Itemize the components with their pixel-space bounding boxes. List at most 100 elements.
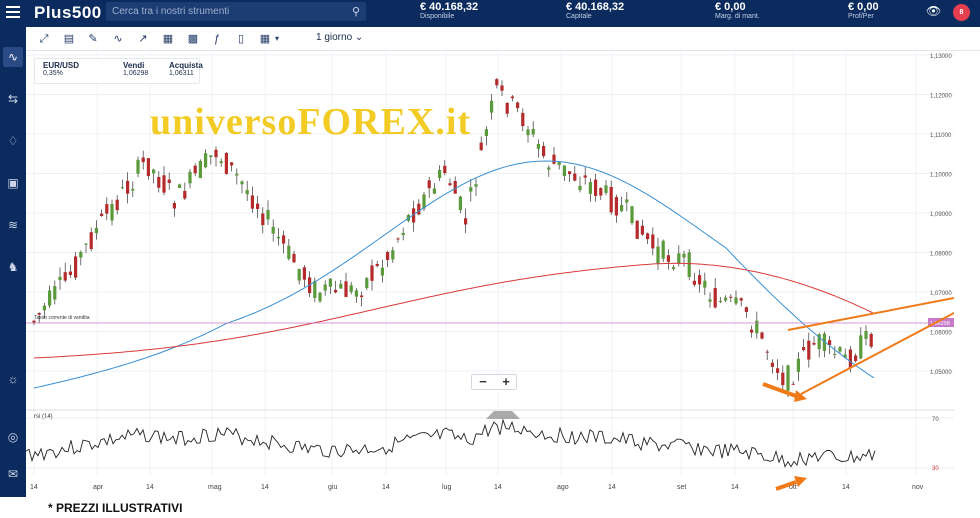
candle-body [848,349,852,369]
arrow-head [794,476,807,487]
candle-body [760,332,764,339]
zoom-out-button[interactable]: − [479,374,487,389]
chat-icon[interactable]: ✉ [7,467,19,481]
stat-label: Prof/Per [848,13,874,20]
fullscreen-icon[interactable]: ⤢ [39,33,49,45]
price-tick: 1,09000 [930,212,952,218]
candle-body [807,340,811,360]
candle-body [583,175,587,178]
rsi-overbought-fill [486,411,520,419]
price-tick: 1,06000 [930,331,952,337]
candle-body [422,194,426,209]
current-rate-tag [928,318,954,327]
x-tick: mag [208,484,222,491]
tag-nav-icon[interactable]: ♢ [7,134,19,148]
arrow-head [794,390,807,402]
candle-body [89,232,93,249]
candle-body [235,173,239,176]
candle-body [401,232,405,236]
grid-icon[interactable]: ▩ [187,33,199,45]
x-tick: ott [789,484,797,491]
candle-body [630,206,634,224]
candle-body [562,165,566,177]
candle-body [360,295,364,298]
candle-body [266,209,270,220]
candle-body [370,265,374,281]
notifications-badge[interactable]: 8 [953,4,970,21]
draw-icon[interactable]: ✎ [88,33,98,45]
candle-body [531,128,535,135]
candles-icon[interactable]: ▯ [237,33,245,45]
rsi-level-70: 70 [932,417,939,423]
candle-body [214,149,218,158]
search-input[interactable] [112,4,342,19]
candle-body [349,285,353,292]
period-selector[interactable]: 1 giorno ⌄ [316,32,363,43]
x-tick: lug [442,484,451,491]
candle-body [854,355,858,362]
candle-body [365,277,369,289]
stat-label: Marg. di mant. [715,13,760,20]
search-box[interactable]: ⚲ [106,2,366,21]
menu-icon[interactable] [6,6,20,20]
candle-body [188,171,192,184]
search-icon[interactable]: ⚲ [351,6,360,18]
candle-body [292,253,296,263]
candle-body [53,286,57,300]
candle-body [136,159,140,174]
candle-body [666,255,670,262]
price-tick: 1,11000 [930,133,952,139]
trend-nav-icon[interactable]: ≋ [7,218,19,232]
candle-body [469,187,473,192]
bank-nav-icon[interactable]: ♞ [7,260,19,274]
help-icon[interactable]: ◎ [7,430,19,444]
candle-body [152,169,156,174]
candle-body [791,383,795,385]
x-tick: 14 [146,484,154,491]
x-tick: 14 [30,484,38,491]
fx-icon[interactable]: ƒ [213,33,221,45]
candle-body [198,161,202,179]
candle-body [42,305,46,311]
trend-icon[interactable]: ↗ [138,33,148,45]
candle-body [256,203,260,209]
candle-body [609,186,613,213]
candle-body [677,253,681,264]
candle-body [204,153,208,168]
candle-body [120,187,124,189]
hide-eye-icon[interactable]: 👁 [926,4,942,18]
sell-cell[interactable]: Vendi 1,06298 [123,61,148,77]
stat-value: € 0,00 [848,1,879,13]
stat-equity: € 40.168,32 Capitale [566,1,624,20]
candle-body [250,195,254,209]
calendar-icon[interactable]: ▦ [259,33,271,45]
buy-price: 1,06311 [169,70,194,77]
indicators-icon[interactable]: ▤ [63,33,75,45]
price-chart[interactable]: 1,13000 1,12000 1,11000 1,10000 1,09000 1,080… [26,51,954,497]
rsi-label: rsi (14) [34,414,53,420]
theme-icon[interactable]: ☼ [7,372,19,386]
candle-body [614,197,618,216]
chart-nav-icon[interactable]: ∿ [3,47,23,67]
candle-body [157,176,161,188]
layout-icon[interactable]: ▦ [162,33,174,45]
candle-body [178,184,182,188]
candle-body [864,330,868,339]
line-chart-icon[interactable]: ∿ [113,33,123,45]
candle-body [500,85,504,91]
transfer-nav-icon[interactable]: ⇆ [7,92,19,106]
candle-body [183,190,187,199]
candle-body [796,358,800,372]
candle-body [323,284,327,291]
zoom-in-button[interactable]: + [502,374,510,389]
buy-cell[interactable]: Acquista 1,06311 [169,61,203,77]
candle-body [490,100,494,113]
candle-body [131,188,135,191]
chevron-down-icon[interactable]: ▾ [274,34,279,43]
candle-body [703,280,707,288]
candle-body [817,334,821,350]
sidebar: ∿ ⇆ ♢ ▣ ≋ ♞ ☼ ◎ ✉ [0,27,26,497]
candle-body [521,112,525,127]
x-tick: 14 [731,484,739,491]
wallet-nav-icon[interactable]: ▣ [7,176,19,190]
